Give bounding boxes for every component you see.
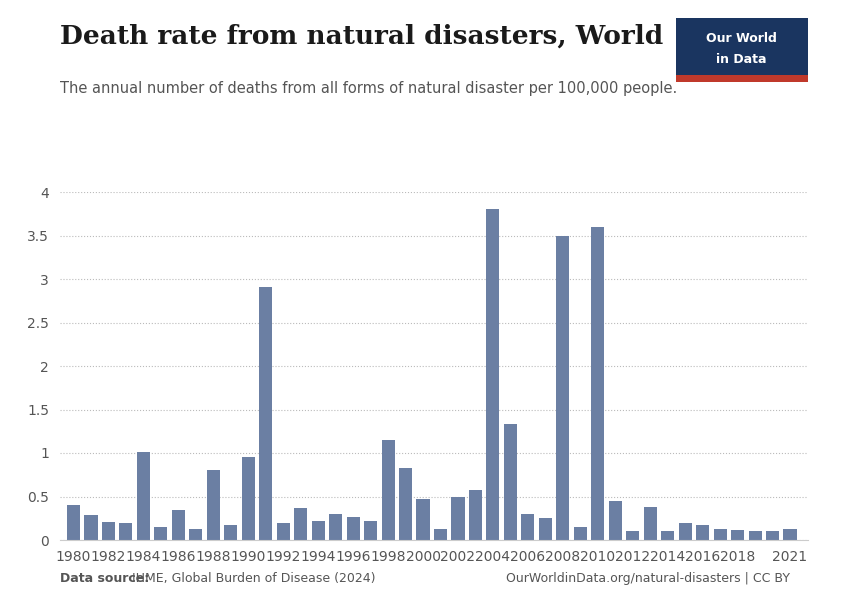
- Text: The annual number of deaths from all forms of natural disaster per 100,000 peopl: The annual number of deaths from all for…: [60, 81, 677, 96]
- Bar: [731, 530, 744, 540]
- Bar: [469, 490, 482, 540]
- Bar: [678, 523, 692, 540]
- Bar: [626, 532, 639, 540]
- Bar: [276, 523, 290, 540]
- Bar: [155, 527, 167, 540]
- Bar: [696, 525, 709, 540]
- Bar: [643, 507, 657, 540]
- Bar: [451, 497, 464, 540]
- Bar: [137, 452, 150, 540]
- Bar: [434, 529, 447, 540]
- Bar: [592, 227, 604, 540]
- Bar: [294, 508, 307, 540]
- Bar: [556, 236, 570, 540]
- Bar: [574, 527, 586, 540]
- Bar: [521, 514, 535, 540]
- Bar: [67, 505, 80, 540]
- Bar: [259, 287, 272, 540]
- Bar: [364, 521, 377, 540]
- Bar: [539, 518, 552, 540]
- Bar: [312, 521, 325, 540]
- Bar: [399, 468, 412, 540]
- Text: in Data: in Data: [717, 53, 767, 65]
- Bar: [609, 501, 622, 540]
- Bar: [329, 514, 343, 540]
- Bar: [766, 532, 779, 540]
- Bar: [416, 499, 429, 540]
- Bar: [119, 523, 133, 540]
- Text: Data source:: Data source:: [60, 572, 153, 585]
- Bar: [207, 470, 220, 540]
- Text: Death rate from natural disasters, World: Death rate from natural disasters, World: [60, 24, 663, 49]
- Bar: [224, 525, 237, 540]
- Text: OurWorldinData.org/natural-disasters | CC BY: OurWorldinData.org/natural-disasters | C…: [507, 572, 790, 585]
- Bar: [713, 529, 727, 540]
- Bar: [84, 515, 98, 540]
- Bar: [102, 522, 115, 540]
- Bar: [504, 424, 517, 540]
- Bar: [382, 440, 394, 540]
- Text: Our World: Our World: [706, 32, 777, 45]
- Bar: [190, 529, 202, 540]
- Text: IHME, Global Burden of Disease (2024): IHME, Global Burden of Disease (2024): [132, 572, 375, 585]
- Bar: [241, 457, 255, 540]
- Bar: [172, 509, 185, 540]
- Bar: [784, 529, 796, 540]
- Bar: [347, 517, 360, 540]
- Bar: [661, 532, 674, 540]
- Bar: [486, 209, 500, 540]
- Bar: [749, 532, 762, 540]
